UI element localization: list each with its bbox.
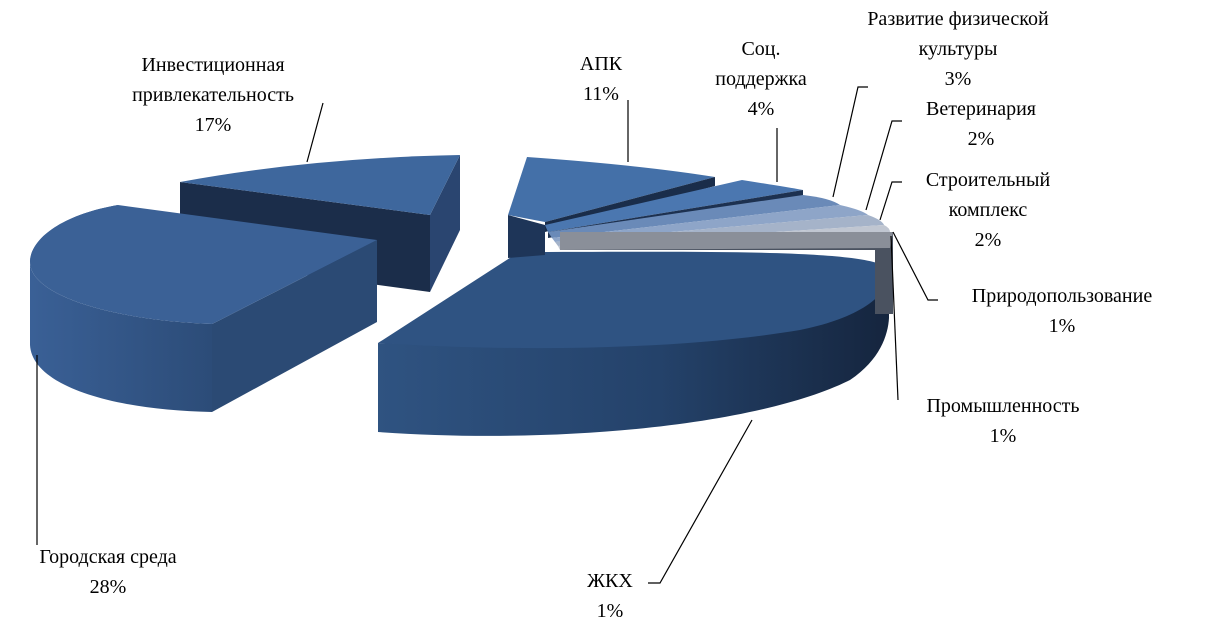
label-stroy-line-1: комплекс	[949, 199, 1028, 221]
slice-zhkh	[378, 250, 889, 436]
leader-prirod	[892, 231, 938, 301]
label-zhkh: ЖКХ 1%	[587, 570, 633, 622]
leader-inv	[306, 102, 324, 163]
label-soc-line-1: поддержка	[715, 68, 807, 90]
leader-stroy	[879, 181, 902, 221]
label-prirod-line-0: Природопользование	[972, 285, 1153, 307]
label-gor: Городская среда 28%	[39, 546, 176, 598]
label-stroy: Строительный комплекс 2%	[926, 169, 1051, 251]
data-labels: АПК 11% Соц. поддержка 4% Развитие физическ…	[39, 8, 1152, 622]
label-prom-line-1: 1%	[990, 425, 1017, 447]
label-inv-line-0: Инвестиционная	[141, 54, 284, 76]
label-vet-line-1: 2%	[968, 128, 995, 150]
leader-zhkh	[648, 419, 753, 584]
label-prom-line-0: Промышленность	[926, 395, 1079, 417]
label-fiz: Развитие физической культуры 3%	[867, 8, 1049, 90]
label-soc: Соц. поддержка 4%	[715, 38, 807, 120]
label-gor-line-0: Городская среда	[39, 546, 176, 568]
slice-gorodskaya-sreda	[30, 205, 377, 412]
slice-prom	[560, 232, 893, 314]
label-fiz-line-0: Развитие физической	[867, 8, 1049, 30]
label-zhkh-line-0: ЖКХ	[587, 570, 633, 592]
label-stroy-line-2: 2%	[975, 229, 1002, 251]
label-apk-line-1: 11%	[583, 83, 619, 105]
label-prirod: Природопользование 1%	[972, 285, 1153, 337]
leader-lines	[36, 86, 938, 584]
leader-vet	[865, 120, 902, 211]
label-prirod-line-1: 1%	[1049, 315, 1076, 337]
label-inv-line-2: 17%	[195, 114, 232, 136]
label-stroy-line-0: Строительный	[926, 169, 1051, 191]
label-fiz-line-1: культуры	[919, 38, 998, 60]
label-vet-line-0: Ветеринария	[926, 98, 1036, 120]
label-inv: Инвестиционная привлекательность 17%	[132, 54, 294, 136]
leader-fiz	[832, 86, 868, 198]
label-soc-line-2: 4%	[748, 98, 775, 120]
label-apk: АПК 11%	[580, 53, 623, 105]
label-fiz-line-2: 3%	[945, 68, 972, 90]
label-vet: Ветеринария 2%	[926, 98, 1036, 150]
label-prom: Промышленность 1%	[926, 395, 1079, 447]
label-soc-line-0: Соц.	[741, 38, 780, 60]
leader-prom	[890, 235, 899, 401]
label-gor-line-1: 28%	[90, 576, 127, 598]
slice-fiz	[548, 195, 840, 238]
label-zhkh-line-1: 1%	[597, 600, 624, 622]
label-apk-line-0: АПК	[580, 53, 623, 75]
label-inv-line-1: привлекательность	[132, 84, 294, 106]
